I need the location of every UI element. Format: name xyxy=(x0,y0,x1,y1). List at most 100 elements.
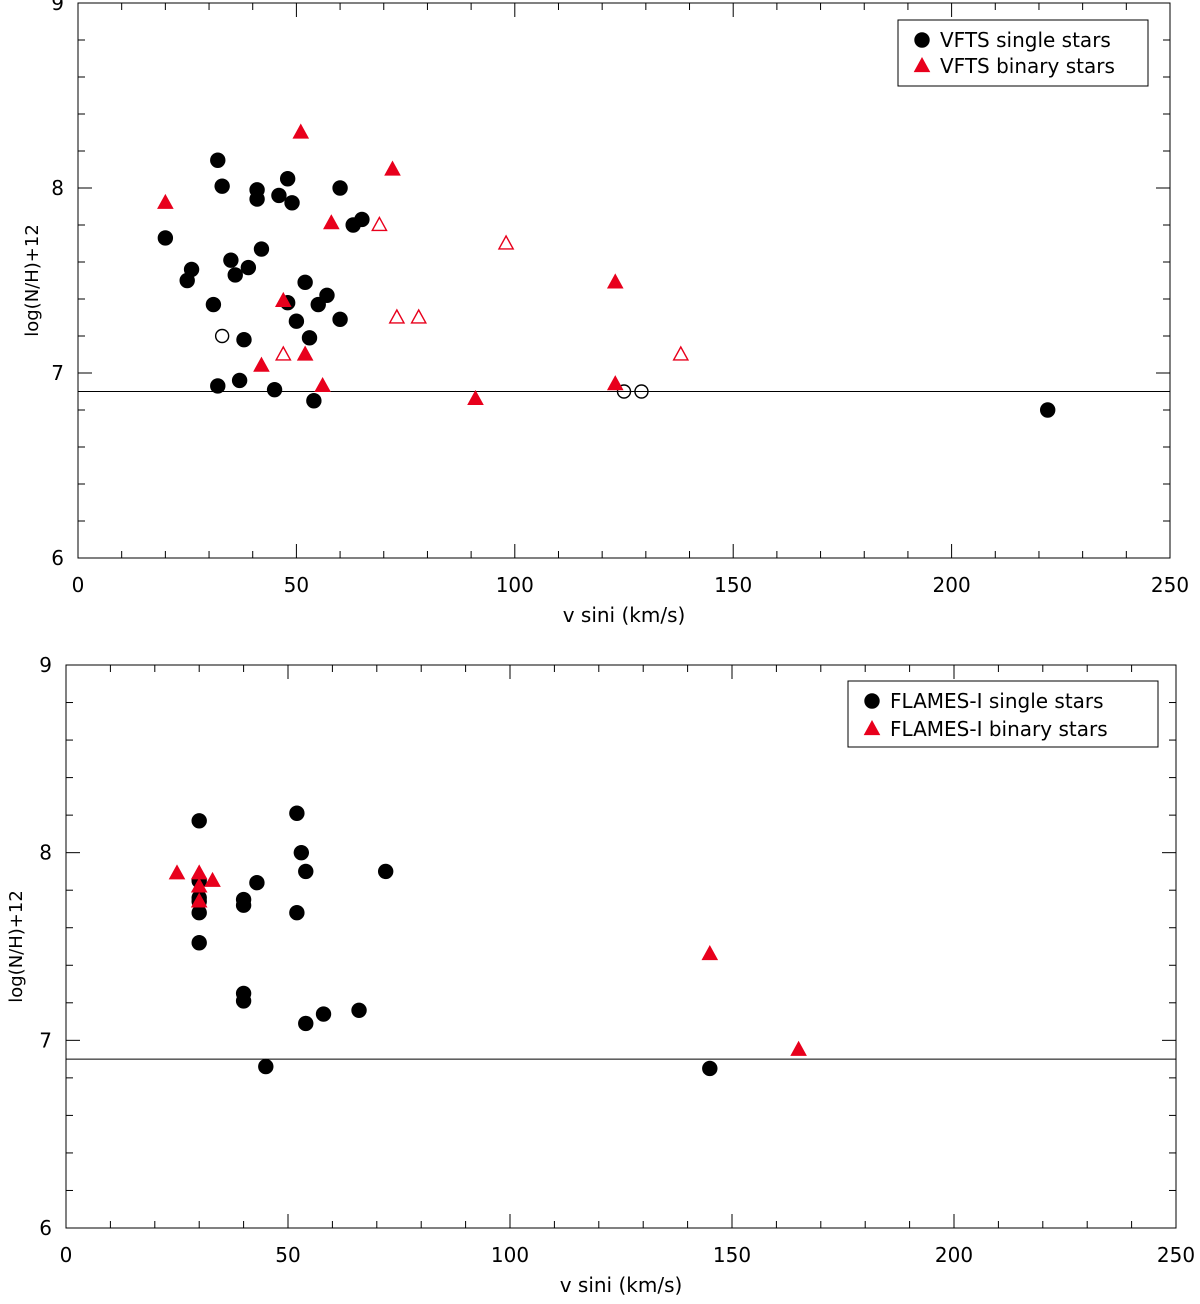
data-point-filled-circle xyxy=(191,935,207,951)
plot-frame xyxy=(65,664,1177,1229)
x-tick-label: 100 xyxy=(496,573,534,597)
data-point-filled-triangle xyxy=(292,123,310,139)
data-point-filled-circle xyxy=(235,993,252,1009)
data-point-filled-triangle xyxy=(274,291,292,307)
legend-marker xyxy=(914,32,930,48)
legend-label: FLAMES-I binary stars xyxy=(890,717,1108,741)
data-point-filled-triangle xyxy=(606,375,624,391)
data-point-filled-triangle xyxy=(253,356,270,372)
x-tick-label: 200 xyxy=(935,1243,973,1267)
data-point-filled-circle xyxy=(702,1060,718,1077)
chart-panel-1: 0 50 100 150 200 250 6 7 8 9 v sini (km/s) log(N/H)… xyxy=(22,0,1189,627)
data-point-filled-circle xyxy=(210,152,226,168)
data-point-open-circle xyxy=(616,384,632,399)
data-point-filled-triangle xyxy=(701,945,719,961)
data-point-filled-triangle xyxy=(296,345,314,361)
data-point-filled-circle xyxy=(351,1002,367,1019)
data-point-filled-circle xyxy=(288,313,305,329)
data-point-filled-circle xyxy=(235,897,252,913)
data-point-filled-circle xyxy=(223,252,239,268)
data-point-filled-circle xyxy=(210,378,226,394)
y-tick-label: 8 xyxy=(39,841,52,865)
data-point-filled-triangle xyxy=(190,877,208,893)
data-point-filled-circle xyxy=(301,330,318,346)
data-point-filled-triangle xyxy=(190,864,208,880)
x-tick-label: 250 xyxy=(1151,573,1189,597)
data-point-filled-triangle xyxy=(314,377,331,393)
x-axis-title: v sini (km/s) xyxy=(563,603,686,627)
data-point-filled-circle xyxy=(249,191,265,207)
data-point-filled-circle xyxy=(289,805,305,821)
data-point-filled-circle xyxy=(293,844,310,861)
x-axis-title: v sini (km/s) xyxy=(560,1273,683,1297)
y-tick-label: 9 xyxy=(39,653,52,677)
chart-panel-2: 0 50 100 150 200 250 6 7 8 9 v sini (km/s) log(N/H)… xyxy=(6,653,1195,1297)
y-axis-title: log(N/H)+12 xyxy=(6,890,27,1003)
plot-frame xyxy=(77,2,1171,559)
data-point-filled-circle xyxy=(310,296,326,313)
data-point-filled-circle xyxy=(258,1058,274,1075)
x-tick-label: 50 xyxy=(284,573,309,597)
y-tick-label: 6 xyxy=(51,546,64,570)
y-tick-label: 8 xyxy=(51,176,64,200)
data-point-open-triangle xyxy=(388,308,406,324)
legend-label: VFTS single stars xyxy=(940,28,1111,52)
x-tick-label: 150 xyxy=(714,573,752,597)
data-point-filled-triangle xyxy=(467,389,484,405)
data-point-filled-circle xyxy=(354,211,370,228)
data-point-filled-circle xyxy=(315,1006,332,1022)
data-point-filled-circle xyxy=(306,393,322,409)
data-point-filled-circle xyxy=(297,274,313,291)
data-point-open-triangle xyxy=(371,216,388,232)
data-point-filled-triangle xyxy=(190,892,208,908)
data-point-filled-triangle xyxy=(384,160,401,176)
y-tick-label: 7 xyxy=(51,361,64,385)
x-tick-label: 250 xyxy=(1157,1243,1195,1267)
data-point-filled-circle xyxy=(253,241,270,257)
data-point-filled-circle xyxy=(249,874,265,891)
legend-label: VFTS binary stars xyxy=(940,54,1115,78)
legend-marker xyxy=(864,693,880,709)
data-point-open-triangle xyxy=(410,308,428,324)
y-tick-label: 9 xyxy=(51,0,64,15)
data-point-filled-triangle xyxy=(168,864,186,880)
data-point-filled-triangle xyxy=(606,273,624,289)
legend-box xyxy=(897,19,1149,87)
x-tick-label: 0 xyxy=(72,573,85,597)
legend-marker xyxy=(913,57,931,73)
data-point-filled-circle xyxy=(1039,402,1056,418)
data-point-filled-circle xyxy=(236,332,252,348)
data-point-filled-circle xyxy=(191,813,207,829)
x-tick-label: 50 xyxy=(275,1243,300,1267)
y-tick-label: 6 xyxy=(39,1216,52,1240)
data-point-filled-circle xyxy=(298,863,314,880)
data-point-filled-circle xyxy=(332,180,348,196)
data-point-filled-triangle xyxy=(323,214,340,230)
data-point-filled-circle xyxy=(289,905,305,921)
data-point-open-circle xyxy=(214,328,230,344)
data-point-filled-circle xyxy=(266,381,283,398)
data-point-filled-circle xyxy=(183,261,200,278)
data-point-open-triangle xyxy=(672,345,690,361)
data-point-open-circle xyxy=(634,384,649,399)
x-tick-label: 0 xyxy=(60,1243,73,1267)
x-tick-label: 200 xyxy=(933,573,971,597)
legend-marker xyxy=(863,720,881,736)
data-point-filled-circle xyxy=(279,171,296,187)
legend-box xyxy=(847,680,1159,748)
data-point-open-triangle xyxy=(497,234,515,250)
data-point-filled-triangle xyxy=(204,871,221,887)
data-point-filled-circle xyxy=(191,905,207,921)
data-point-filled-triangle xyxy=(790,1040,807,1056)
data-point-filled-circle xyxy=(231,372,248,389)
data-point-filled-circle xyxy=(298,1015,314,1032)
data-point-filled-circle xyxy=(227,267,243,283)
data-point-filled-circle xyxy=(157,230,174,246)
y-axis-title: log(N/H)+12 xyxy=(22,224,43,337)
data-point-filled-circle xyxy=(214,178,230,194)
y-tick-label: 7 xyxy=(39,1028,52,1052)
x-tick-label: 100 xyxy=(491,1243,529,1267)
legend-label: FLAMES-I single stars xyxy=(890,689,1104,713)
data-point-filled-circle xyxy=(240,259,257,276)
